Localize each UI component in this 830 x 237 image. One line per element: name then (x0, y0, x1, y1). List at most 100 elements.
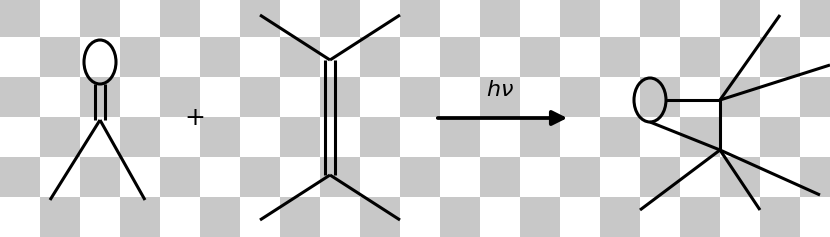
Bar (80, 157, 120, 197)
Bar (640, 37, 680, 77)
Bar (560, 197, 600, 237)
Bar (480, 157, 520, 197)
Bar (720, 197, 760, 237)
Bar (480, 197, 520, 237)
Bar (0, 37, 40, 77)
Bar (240, 157, 280, 197)
Bar (800, 157, 830, 197)
Bar (560, 77, 600, 117)
Bar (600, 37, 640, 77)
Bar (0, 157, 40, 197)
Bar (600, 157, 640, 197)
Bar (400, 157, 440, 197)
Bar (120, 117, 160, 157)
Bar (680, 77, 720, 117)
Bar (760, 0, 800, 37)
Bar (320, 197, 360, 237)
Bar (800, 117, 830, 157)
Bar (520, 77, 560, 117)
Bar (40, 197, 80, 237)
Bar (680, 37, 720, 77)
Bar (40, 157, 80, 197)
Bar (480, 117, 520, 157)
Bar (440, 117, 480, 157)
Bar (560, 37, 600, 77)
Bar (480, 77, 520, 117)
Bar (440, 37, 480, 77)
Bar (160, 157, 200, 197)
Bar (80, 117, 120, 157)
Bar (280, 0, 320, 37)
Bar (320, 157, 360, 197)
Bar (760, 197, 800, 237)
Bar (120, 37, 160, 77)
Bar (640, 0, 680, 37)
Bar (760, 157, 800, 197)
Bar (720, 157, 760, 197)
Bar (160, 0, 200, 37)
Bar (160, 37, 200, 77)
Bar (0, 0, 40, 37)
Bar (640, 117, 680, 157)
Bar (360, 197, 400, 237)
Bar (280, 197, 320, 237)
Bar (440, 197, 480, 237)
Bar (320, 77, 360, 117)
Bar (200, 0, 240, 37)
Bar (360, 117, 400, 157)
Bar (240, 197, 280, 237)
Bar (160, 77, 200, 117)
Bar (320, 117, 360, 157)
Bar (760, 117, 800, 157)
Bar (160, 117, 200, 157)
Bar (320, 37, 360, 77)
Bar (280, 157, 320, 197)
Bar (360, 37, 400, 77)
Bar (720, 117, 760, 157)
Bar (280, 117, 320, 157)
Bar (520, 0, 560, 37)
Bar (600, 0, 640, 37)
Bar (720, 0, 760, 37)
Bar (520, 37, 560, 77)
Bar (40, 117, 80, 157)
Bar (800, 0, 830, 37)
Bar (360, 77, 400, 117)
Bar (560, 0, 600, 37)
Bar (800, 197, 830, 237)
Bar (80, 37, 120, 77)
Bar (760, 37, 800, 77)
Bar (200, 197, 240, 237)
Bar (240, 37, 280, 77)
Bar (240, 77, 280, 117)
Bar (280, 77, 320, 117)
Bar (80, 0, 120, 37)
Bar (640, 77, 680, 117)
Bar (200, 37, 240, 77)
Text: $h\nu$: $h\nu$ (486, 80, 514, 100)
Bar (680, 0, 720, 37)
Bar (40, 77, 80, 117)
Bar (80, 77, 120, 117)
Bar (320, 0, 360, 37)
Bar (720, 77, 760, 117)
Bar (800, 77, 830, 117)
Bar (160, 197, 200, 237)
Bar (800, 37, 830, 77)
Bar (40, 37, 80, 77)
Bar (360, 0, 400, 37)
Bar (80, 197, 120, 237)
Bar (560, 157, 600, 197)
Bar (520, 117, 560, 157)
Bar (0, 77, 40, 117)
Bar (120, 77, 160, 117)
Bar (720, 37, 760, 77)
Bar (400, 197, 440, 237)
Bar (360, 157, 400, 197)
Bar (520, 197, 560, 237)
Text: +: + (184, 106, 206, 130)
Bar (200, 117, 240, 157)
Bar (120, 197, 160, 237)
Bar (120, 157, 160, 197)
Bar (600, 197, 640, 237)
